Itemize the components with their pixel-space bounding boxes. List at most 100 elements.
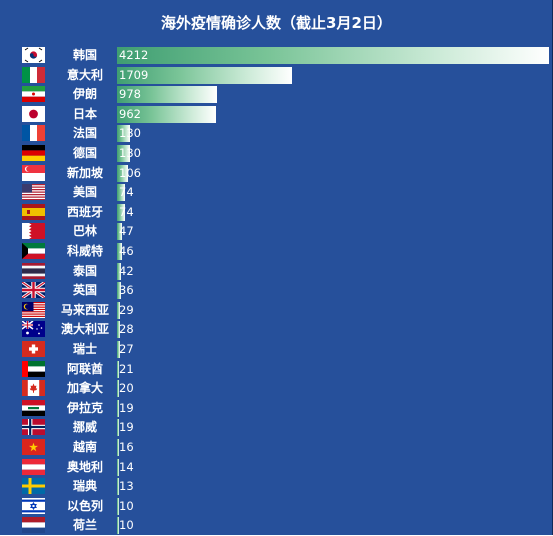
bar-value-label: 962 (119, 106, 141, 121)
bar (117, 341, 120, 358)
flag-australia-icon (22, 321, 45, 338)
category-label: 英国 (72, 283, 97, 298)
bar-row: 挪威 19 (0, 418, 553, 438)
category-label: 巴林 (72, 224, 97, 239)
flag-vietnam-icon (22, 439, 45, 455)
bar-value-label: 74 (119, 185, 134, 200)
bar-row: 意大利 1709 (0, 66, 553, 86)
category-label: 马来西亚 (60, 302, 109, 317)
bar-row: 韩国 4212 (0, 46, 553, 66)
bar-row: 加拿大 20 (0, 379, 553, 399)
bar-value-label: 10 (119, 518, 134, 533)
category-label: 德国 (72, 146, 97, 160)
category-label: 阿联酋 (66, 361, 103, 376)
bar-value-label: 106 (119, 165, 141, 180)
category-label: 瑞士 (72, 342, 97, 356)
category-label: 科威特 (66, 244, 103, 258)
bar-value-label: 978 (119, 87, 141, 102)
bar-value-label: 28 (119, 322, 134, 337)
bar-row: 西班牙 74 (0, 203, 553, 223)
bar (117, 243, 122, 260)
category-label: 泰国 (72, 263, 97, 278)
bar-row: 美国 74 (0, 183, 553, 203)
bar-row: 以色列 10 (0, 497, 553, 517)
bar (117, 203, 125, 221)
bar-value-label: 130 (119, 126, 141, 141)
flag-uk-icon (22, 282, 45, 299)
bar-value-label: 19 (119, 420, 134, 435)
bar (117, 380, 120, 398)
bar-row: 奥地利 14 (0, 458, 553, 478)
bar-row: 澳大利亚 28 (0, 320, 553, 340)
bar-row: 瑞士 27 (0, 340, 553, 360)
flag-israel-icon (22, 497, 45, 514)
bar (117, 86, 218, 104)
bar-value-label: 42 (119, 263, 134, 278)
flag-germany-icon (22, 145, 45, 161)
flag-kuwait-icon (22, 243, 45, 259)
category-label: 伊朗 (72, 87, 97, 102)
flag-canada-icon (22, 380, 45, 397)
bar-row: 瑞典 13 (0, 477, 553, 497)
category-label: 法国 (72, 126, 97, 141)
bar (117, 321, 120, 339)
bar-value-label: 29 (119, 302, 134, 317)
flag-switzerland-icon (22, 341, 45, 357)
bar-row: 荷兰 10 (0, 516, 553, 536)
bar (117, 184, 125, 202)
category-label: 挪威 (72, 420, 97, 435)
category-label: 西班牙 (66, 204, 103, 219)
bar-row: 巴林 47 (0, 222, 553, 242)
bar-row: 伊拉克 19 (0, 399, 553, 419)
bar (117, 282, 121, 300)
bar-row: 英国 36 (0, 281, 553, 301)
category-label: 新加坡 (66, 165, 103, 180)
flag-thailand-icon (22, 262, 45, 279)
bar (117, 360, 120, 378)
category-label: 伊拉克 (66, 400, 103, 415)
flag-uae-icon (22, 360, 45, 377)
bar-row: 日本 962 (0, 105, 553, 125)
bar-value-label: 46 (119, 244, 134, 258)
bar (117, 223, 122, 241)
bar (117, 105, 216, 123)
bar (117, 517, 119, 535)
bar (117, 399, 119, 417)
bar-value-label: 10 (119, 498, 134, 513)
bar-row: 法国 130 (0, 124, 553, 144)
bar-value-label: 21 (119, 361, 134, 376)
bar-row: 马来西亚 29 (0, 301, 553, 321)
category-label: 美国 (72, 185, 97, 200)
flag-usa-icon (22, 184, 45, 201)
flag-norway-icon (22, 419, 45, 436)
flag-sweden-icon (22, 478, 45, 495)
bar (117, 66, 293, 84)
category-label: 韩国 (72, 48, 97, 62)
bar (117, 301, 120, 319)
category-label: 越南 (72, 440, 97, 454)
bar-value-label: 36 (119, 283, 134, 298)
bar-value-label: 4212 (119, 48, 149, 62)
category-label: 奥地利 (66, 459, 103, 474)
flag-bahrain-icon (22, 223, 45, 240)
category-label: 意大利 (66, 67, 103, 82)
category-label: 荷兰 (72, 518, 97, 533)
flag-malaysia-icon (22, 301, 45, 318)
category-label: 澳大利亚 (60, 322, 109, 337)
bar (117, 419, 119, 437)
bar-value-label: 19 (119, 400, 134, 415)
bar-value-label: 130 (119, 146, 141, 160)
flag-iraq-icon (22, 399, 45, 416)
bar-value-label: 14 (119, 459, 134, 474)
bar (117, 145, 131, 162)
flag-france-icon (22, 125, 45, 142)
category-label: 加拿大 (66, 381, 103, 396)
bar-row: 新加坡 106 (0, 164, 553, 184)
category-label: 以色列 (66, 498, 103, 513)
bar-row: 伊朗 978 (0, 85, 553, 105)
bar-row: 越南 16 (0, 438, 553, 458)
flag-spain-icon (22, 203, 45, 220)
flag-netherlands-icon (22, 517, 45, 534)
